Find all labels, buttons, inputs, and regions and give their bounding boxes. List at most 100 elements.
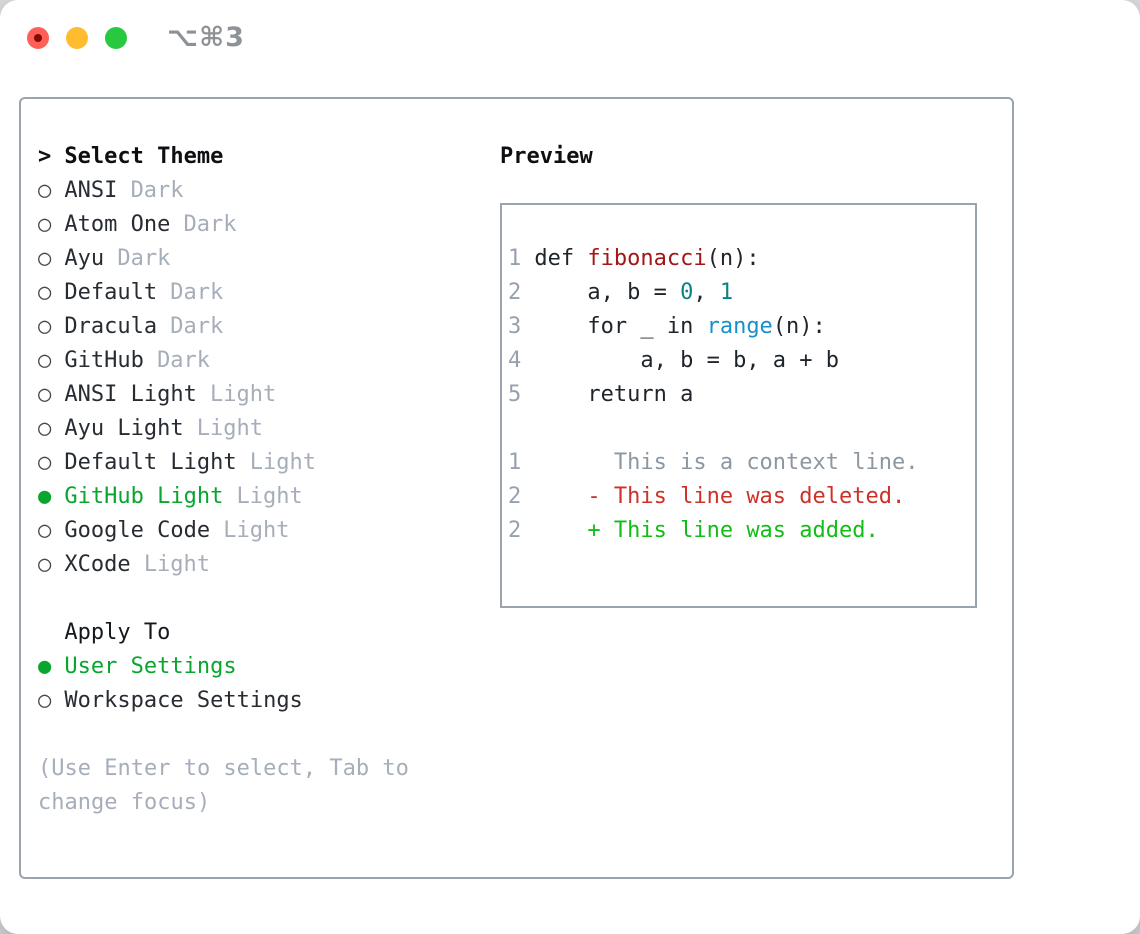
theme-variant: Dark [183,212,237,237]
theme-variant: Dark [170,280,224,305]
theme-variant: Light [143,552,211,577]
number-literal: 1 [719,280,734,305]
diff-added-text: + This line was added. [534,518,879,543]
theme-variant: Light [249,450,316,475]
theme-variant: Dark [130,178,184,203]
theme-name: GitHub [64,348,144,373]
line-number: 3 [508,314,522,339]
traffic-lights [27,26,127,49]
theme-option-xcode-light[interactable]: ○ XCode Light [38,548,409,582]
theme-variant: Light [210,382,277,407]
theme-picker-panel: > Select Theme ○ ANSI Dark ○ Atom One Dark ○ A… [19,97,1014,879]
theme-variant: Dark [157,348,211,373]
apply-option-workspace-settings[interactable]: ○ Workspace Settings [38,684,409,718]
radio-off-icon: ○ [38,314,52,339]
theme-name: XCode [64,552,131,577]
line-number: 4 [508,348,522,373]
window-title: ⌥⌘3 [167,22,245,53]
apply-option-user-settings[interactable]: ● User Settings [38,650,409,684]
help-text-line-2: change focus) [38,790,211,815]
radio-on-icon: ● [38,654,52,679]
theme-option-ansi-dark[interactable]: ○ ANSI Dark [38,174,409,208]
diff-added-line: 2 + This line was added. [508,514,975,548]
select-theme-header: > Select Theme [38,140,409,174]
radio-off-icon: ○ [38,246,52,271]
theme-name: GitHub Light [64,484,224,509]
code-line-2: 2 a, b = 0, 1 [508,276,975,310]
builtin-name: range [706,314,773,339]
code-text: a, b = [534,280,681,305]
theme-option-atom-one-dark[interactable]: ○ Atom One Dark [38,208,409,242]
radio-off-icon: ○ [38,552,52,577]
function-name: fibonacci [587,246,707,271]
code-line-4: 4 a, b = b, a + b [508,344,975,378]
titlebar: ⌥⌘3 [0,0,1140,75]
radio-off-icon: ○ [38,688,52,713]
code-text: a, b = b, a + b [534,348,840,373]
radio-off-icon: ○ [38,212,52,237]
zoom-button-icon[interactable] [105,26,127,49]
line-number: 1 [508,450,522,475]
preview-header: Preview [500,144,593,169]
theme-list-column: > Select Theme ○ ANSI Dark ○ Atom One Dark ○ A… [38,140,409,820]
code-text: def [534,246,588,271]
theme-variant: Light [223,518,290,543]
diff-context-text: This is a context line. [534,450,919,475]
theme-name: ANSI Light [64,382,197,407]
radio-off-icon: ○ [38,178,52,203]
apply-to-header: Apply To [64,620,171,645]
theme-option-ayu-light[interactable]: ○ Ayu Light Light [38,412,409,446]
theme-option-default-dark[interactable]: ○ Default Dark [38,276,409,310]
theme-name: Dracula [64,314,158,339]
code-line-3: 3 for _ in range(n): [508,310,975,344]
theme-preview-box: 1 def fibonacci(n): 2 a, b = 0, 1 3 for _… [500,203,977,608]
code-line-5: 5 return a [508,378,975,412]
theme-option-dracula-dark[interactable]: ○ Dracula Dark [38,310,409,344]
code-text: for _ in [534,314,707,339]
radio-off-icon: ○ [38,450,52,475]
code-text: (n): [772,314,826,339]
close-button-icon[interactable] [27,26,49,49]
theme-option-github-dark[interactable]: ○ GitHub Dark [38,344,409,378]
theme-variant: Light [196,416,264,441]
radio-off-icon: ○ [38,382,52,407]
code-text: , [693,280,720,305]
minimize-button-icon[interactable] [66,26,88,49]
radio-off-icon: ○ [38,348,52,373]
code-text: return a [534,382,694,407]
radio-off-icon: ○ [38,280,52,305]
theme-name: Atom One [64,212,171,237]
theme-variant: Dark [170,314,224,339]
diff-deleted-line: 2 - This line was deleted. [508,480,975,514]
theme-option-default-light[interactable]: ○ Default Light Light [38,446,409,480]
theme-option-github-light-selected[interactable]: ● GitHub Light Light [38,480,409,514]
line-number: 5 [508,382,522,407]
cursor-arrow-icon: > [38,144,52,169]
line-number: 2 [508,518,522,543]
number-literal: 0 [680,280,694,305]
apply-option-label: Workspace Settings [64,688,303,713]
theme-variant: Dark [117,246,171,271]
line-number: 2 [508,280,522,305]
radio-off-icon: ○ [38,518,52,543]
theme-name: ANSI [64,178,118,203]
theme-name: Default Light [64,450,237,475]
line-number: 1 [508,246,522,271]
help-text-line-1: (Use Enter to select, Tab to [38,756,409,781]
theme-option-ansi-light[interactable]: ○ ANSI Light Light [38,378,409,412]
theme-name: Ayu [64,246,105,271]
preview-column: Preview 1 def fibonacci(n): 2 a, b = 0, 1… [500,140,977,608]
code-text: (n): [706,246,760,271]
line-number: 2 [508,484,522,509]
apply-option-label: User Settings [64,654,237,679]
diff-context-line: 1 This is a context line. [508,446,975,480]
code-line-1: 1 def fibonacci(n): [508,242,975,276]
radio-on-icon: ● [38,484,52,509]
diff-deleted-text: - This line was deleted. [534,484,906,509]
theme-name: Ayu Light [64,416,184,441]
select-theme-label: Select Theme [64,144,224,169]
theme-option-ayu-dark[interactable]: ○ Ayu Dark [38,242,409,276]
theme-option-google-code-light[interactable]: ○ Google Code Light [38,514,409,548]
theme-variant: Light [236,484,303,509]
